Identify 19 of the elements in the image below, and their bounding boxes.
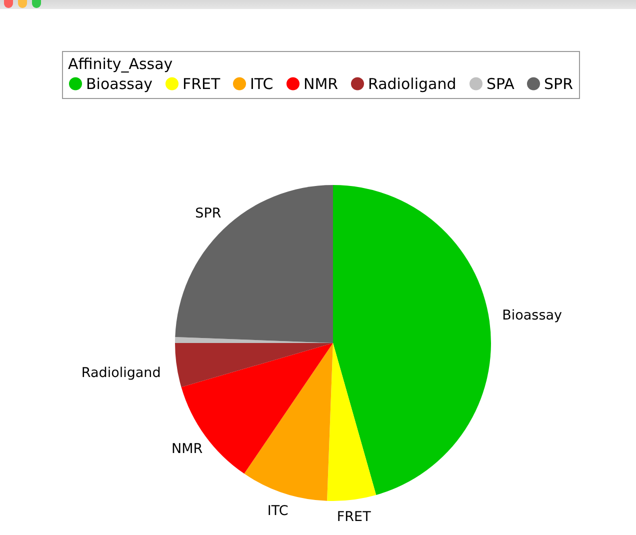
slice-label: Bioassay [502, 307, 562, 324]
slice-label: FRET [336, 508, 372, 525]
pie-slice [175, 343, 333, 388]
pie-slice [244, 343, 333, 501]
legend-label: Radioligand [368, 74, 456, 93]
legend-label: Bioassay [86, 74, 153, 93]
pie-slice [327, 343, 376, 501]
slice-label: SPR [195, 205, 222, 222]
slice-label: NMR [172, 441, 203, 458]
pie-slice [175, 185, 333, 343]
slice-label: Radioligand [81, 365, 161, 382]
legend-label: ITC [250, 74, 274, 93]
pie-slice [333, 185, 491, 495]
legend-label: SPA [486, 74, 516, 93]
legend-label: FRET [182, 74, 222, 93]
legend-label: SPR [544, 74, 573, 93]
legend-title: Affinity_Assay [68, 55, 173, 73]
slice-label: ITC [267, 502, 288, 519]
legend-label: NMR [304, 74, 338, 93]
